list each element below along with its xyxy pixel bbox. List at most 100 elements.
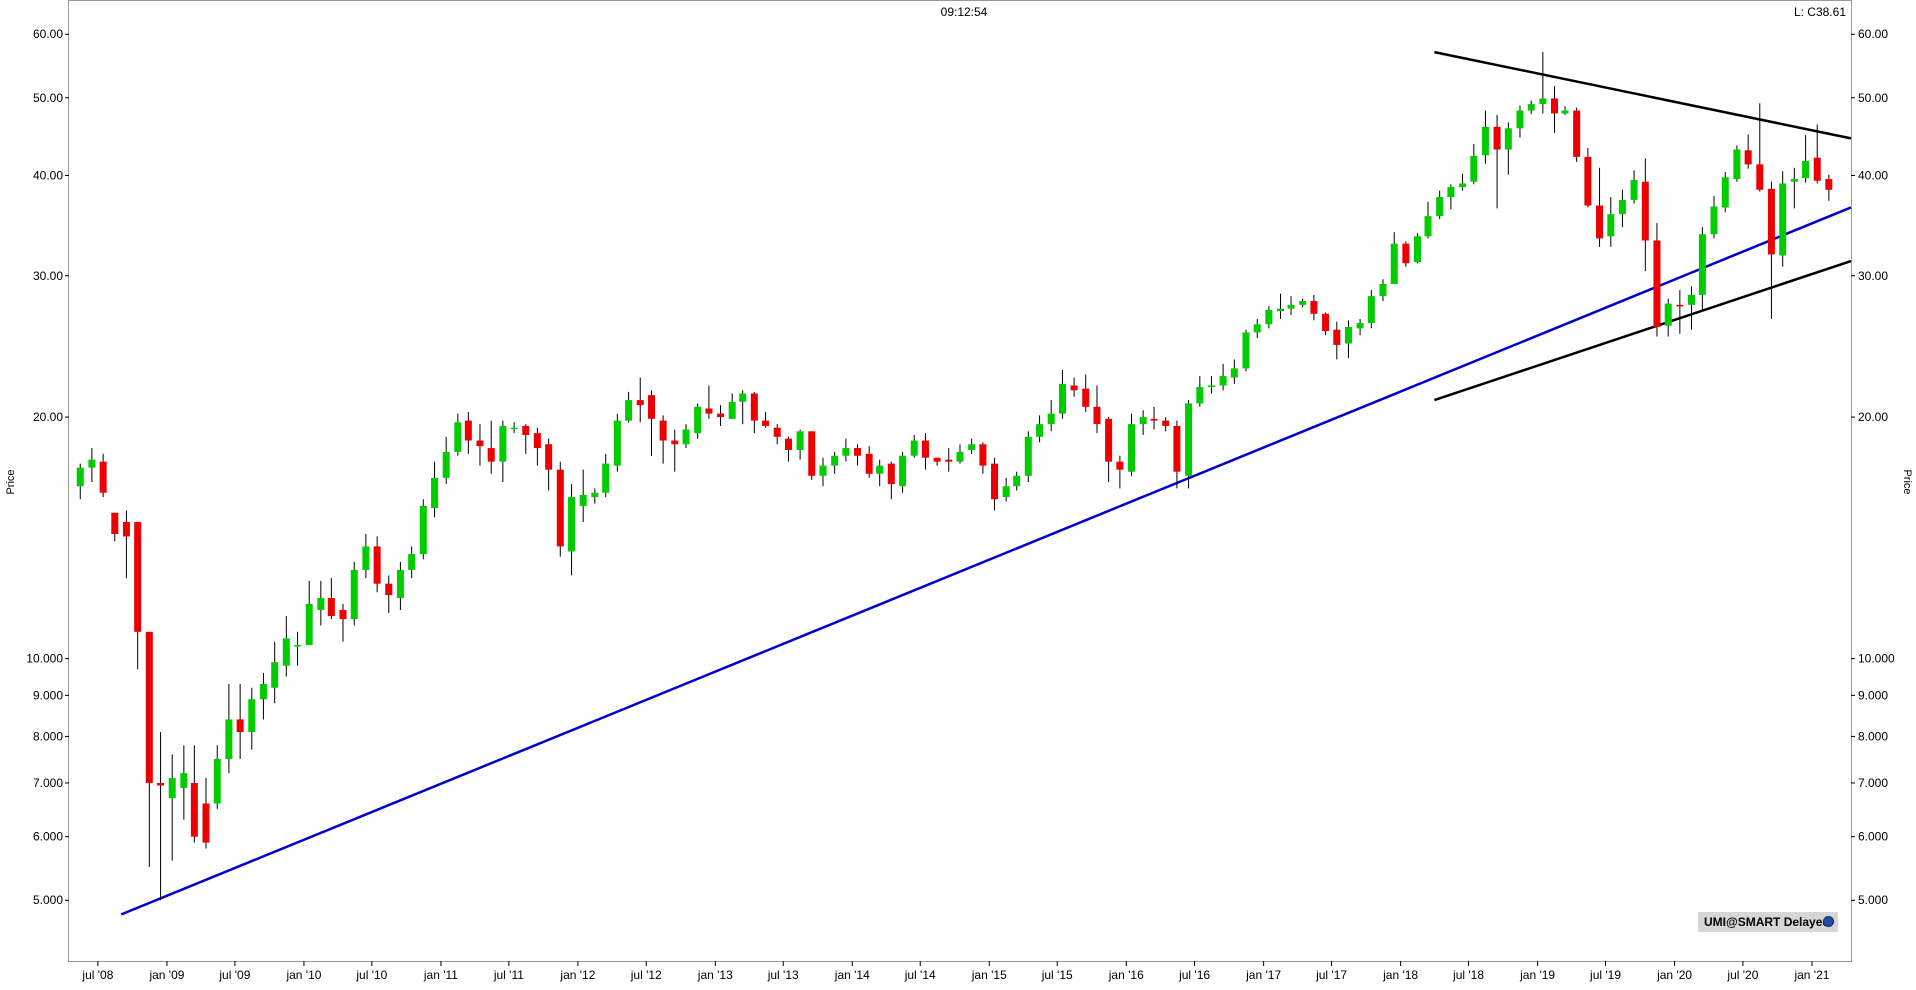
candle-body-down <box>1150 418 1158 421</box>
badge-label: UMI@SMART Delayed <box>1704 915 1830 929</box>
candle-body-down <box>476 440 484 447</box>
candle-body-up <box>1036 424 1044 437</box>
candle-body-up <box>1790 179 1798 182</box>
x-tick-label: jul '09 <box>218 968 250 982</box>
candle-body-down <box>487 448 495 462</box>
candle-body-up <box>842 448 850 456</box>
candle-body-up <box>956 451 964 462</box>
candle-body-up <box>1698 234 1706 295</box>
header-time: 09:12:54 <box>941 5 988 19</box>
candle-body-up <box>350 569 358 620</box>
globe-icon <box>1823 916 1834 927</box>
candle-body-down <box>1573 110 1581 157</box>
y-tick-label-right: 50.00 <box>1858 91 1888 105</box>
candle-body-down <box>556 469 564 547</box>
x-tick-label: jan '13 <box>697 968 733 982</box>
trendline-blue-support <box>120 206 1852 916</box>
candle-body-down <box>1116 461 1124 470</box>
candle-body-up <box>1561 110 1569 114</box>
trendline-upper-triangle <box>1434 50 1852 140</box>
candle-body-down <box>1310 301 1318 314</box>
candle-body-up <box>1607 214 1615 237</box>
candle-body-up <box>1253 324 1261 333</box>
candle-body-up <box>1516 110 1524 129</box>
candle-body-up <box>1013 475 1021 487</box>
y-tick-label-left: 7.000 <box>33 776 63 790</box>
candle-body-up <box>1379 284 1387 297</box>
candle-body-down <box>111 512 119 535</box>
candle-body-up <box>317 598 325 610</box>
candle-body-up <box>1527 104 1535 111</box>
x-tick-label: jan '15 <box>971 968 1007 982</box>
candle-body-up <box>180 773 188 788</box>
candle-body-up <box>76 467 84 487</box>
candle-body-up <box>1504 128 1512 150</box>
candle-body-up <box>1196 387 1204 404</box>
y-tick-label-right: 40.00 <box>1858 169 1888 183</box>
candle-body-up <box>819 465 827 476</box>
x-tick-label: jan '19 <box>1519 968 1555 982</box>
candle-body-up <box>1447 187 1455 198</box>
candle-body-up <box>1470 156 1478 182</box>
x-tick-label: jul '08 <box>81 968 113 982</box>
candle-body-up <box>1436 197 1444 217</box>
candle-body-down <box>1082 388 1090 407</box>
y-tick-label-right: 5.000 <box>1858 893 1888 907</box>
x-tick-label: jan '17 <box>1245 968 1281 982</box>
x-tick-label: jul '12 <box>630 968 662 982</box>
candle-body-down <box>464 420 472 441</box>
candle-body-up <box>910 440 918 456</box>
candle-body-up <box>271 662 279 688</box>
x-tick-label: jul '17 <box>1315 968 1347 982</box>
y-tick-label-left: 6.000 <box>33 830 63 844</box>
candle-body-down <box>122 522 130 537</box>
candle-body-down <box>865 453 873 474</box>
candle-body-down <box>1641 181 1649 241</box>
x-tick-label: jul '11 <box>493 968 524 982</box>
candle-body-down <box>717 413 725 418</box>
candle-body-down <box>134 522 142 632</box>
candle-body-up <box>591 492 599 498</box>
candle-body-down <box>933 457 941 462</box>
candle-body-up <box>876 465 884 474</box>
candle-body-up <box>568 497 576 552</box>
candle-body-up <box>1277 308 1285 312</box>
candle-body-up <box>88 459 96 468</box>
candle-body-up <box>259 683 267 700</box>
candle-body-up <box>248 699 256 733</box>
x-tick-label: jul '15 <box>1041 968 1073 982</box>
candle-body-down <box>854 448 862 456</box>
candle-body-down <box>773 427 781 437</box>
candle-body-up <box>1779 183 1787 256</box>
x-tick-label: jan '20 <box>1656 968 1692 982</box>
y-tick-label-left: 60.00 <box>33 27 63 41</box>
candle-body-up <box>899 455 907 487</box>
candle-body-up <box>1630 179 1638 200</box>
candle-body-up <box>1721 177 1729 208</box>
y-tick-label-left: 40.00 <box>33 169 63 183</box>
x-tick-label: jul '19 <box>1589 968 1621 982</box>
candle-body-up <box>968 444 976 450</box>
y-tick-label-right: 6.000 <box>1858 830 1888 844</box>
candle-body-up <box>1367 296 1375 323</box>
candle-body-down <box>647 395 655 419</box>
candle-body-up <box>1664 303 1672 326</box>
candle-body-up <box>1687 294 1695 305</box>
candle-body-down <box>1767 188 1775 255</box>
candle-body-up <box>442 451 450 478</box>
candle-body-up <box>213 758 221 804</box>
candle-body-up <box>602 463 610 493</box>
candle-body-down <box>1551 98 1559 114</box>
candle-body-up <box>625 400 633 421</box>
candle-body-up <box>168 778 176 799</box>
candle-body-up <box>1414 236 1422 263</box>
candle-body-up <box>1242 332 1250 369</box>
candle-body-up <box>739 393 747 402</box>
candle-body-up <box>1047 413 1055 425</box>
candle-body-up <box>1265 309 1273 325</box>
data-source-badge: UMI@SMART Delayed <box>1698 912 1838 932</box>
candle-body-down <box>1813 157 1821 181</box>
y-axis-label-right: Price <box>1901 469 1913 494</box>
